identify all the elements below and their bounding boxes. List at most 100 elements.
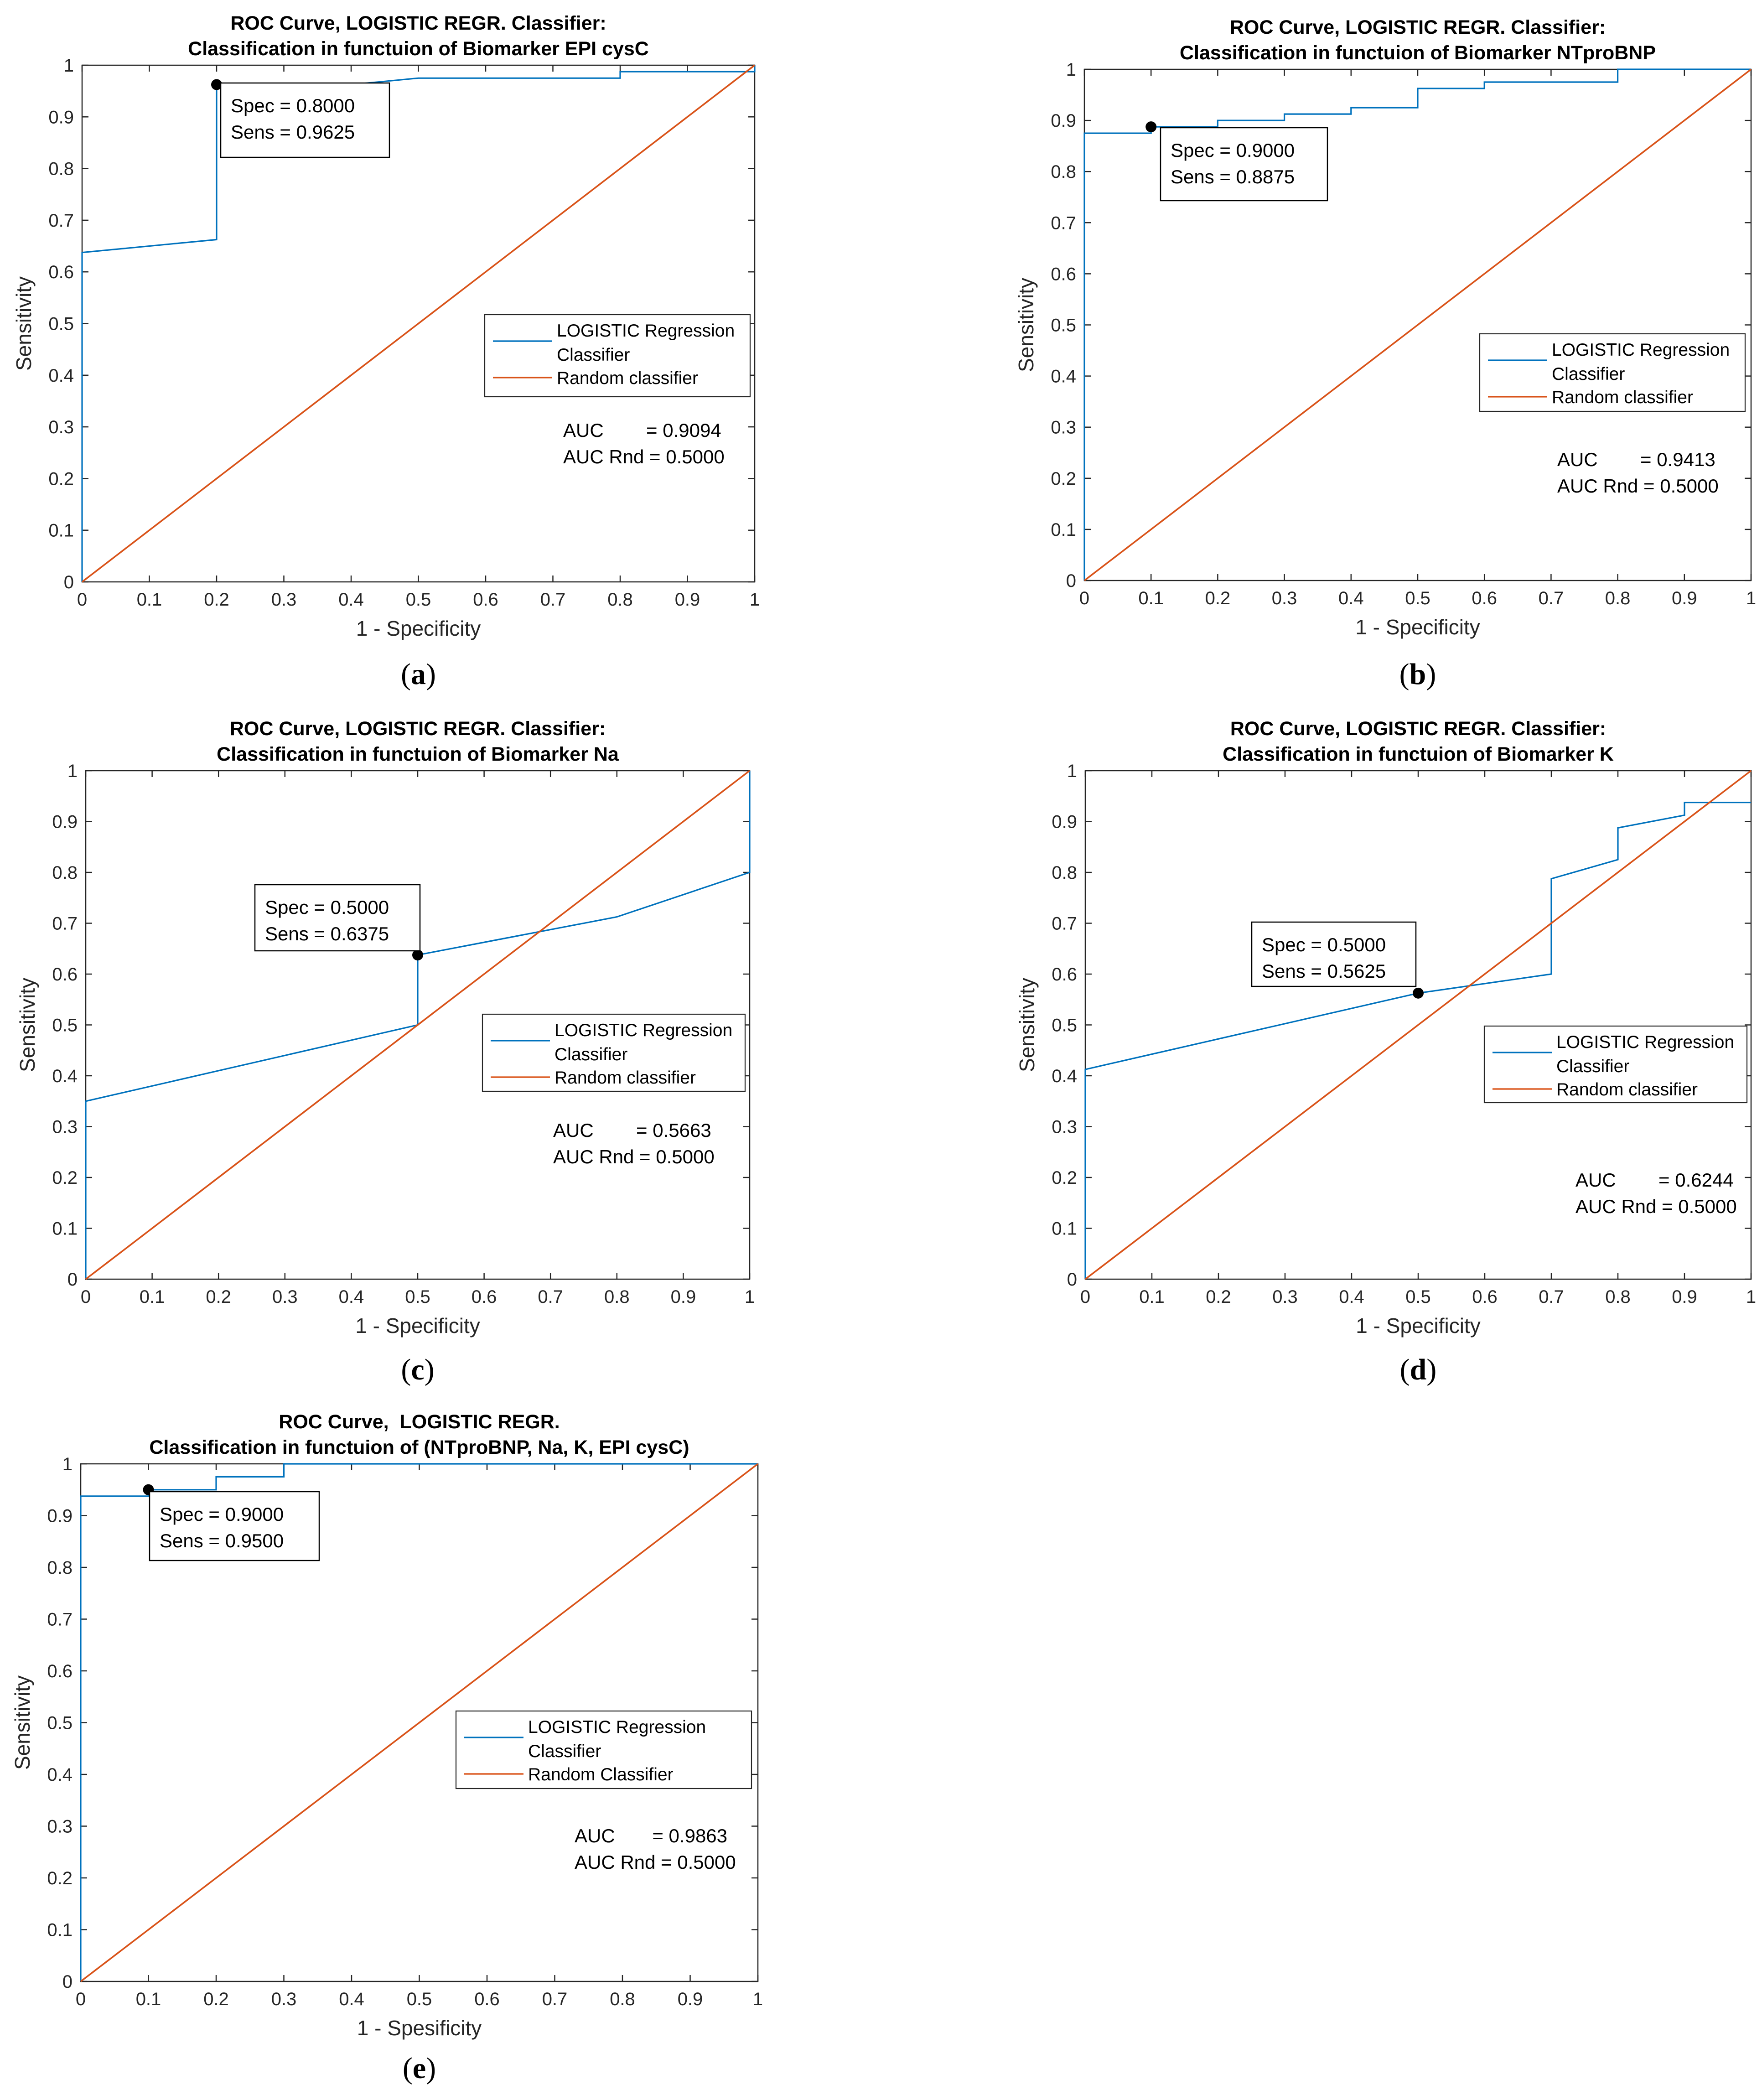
y-tick-label: 0.1 xyxy=(48,521,74,541)
y-tick-label: 0.1 xyxy=(47,1920,73,1940)
legend-label-random: Random Classifier xyxy=(528,1765,674,1784)
y-tick-label: 0.9 xyxy=(1051,111,1076,131)
y-tick-label: 0.9 xyxy=(48,107,74,127)
annotation-spec: Spec = 0.8000 xyxy=(231,95,355,116)
x-tick-label: 0.1 xyxy=(137,590,162,610)
caption-close: ) xyxy=(426,2052,436,2085)
annotation-spec: Spec = 0.9000 xyxy=(160,1504,284,1525)
x-tick-label: 0.2 xyxy=(1205,588,1231,608)
y-tick-label: 0.8 xyxy=(47,1558,73,1578)
caption-open: ( xyxy=(403,2052,413,2085)
chart-title-line-2: Classification in functuion of (NTproBNP… xyxy=(149,1436,689,1458)
y-tick-label: 0.2 xyxy=(1052,1168,1077,1188)
random-classifier-line xyxy=(81,64,756,583)
y-tick-label: 0 xyxy=(67,1270,78,1290)
chart-title-line-2: Classification in functuion of Biomarker… xyxy=(188,38,649,60)
x-tick-label: 0.6 xyxy=(1472,588,1497,608)
random-classifier-line xyxy=(85,770,751,1280)
y-tick-label: 0.6 xyxy=(47,1661,73,1681)
y-tick-label: 0.1 xyxy=(1052,1219,1077,1239)
y-tick-label: 1 xyxy=(62,1454,73,1474)
y-axis-label: Sensitivity xyxy=(1015,978,1039,1072)
optimal-point-marker xyxy=(412,949,423,961)
legend-label-roc-line-2: Classifier xyxy=(557,345,630,365)
legend-label-random: Random classifier xyxy=(1552,388,1693,407)
y-tick-label: 0.8 xyxy=(1052,863,1077,883)
chart-title-line-1: ROC Curve, LOGISTIC REGR. xyxy=(279,1411,560,1433)
x-axis-label: 1 - Specificity xyxy=(355,1314,480,1338)
y-axis-label: Sensitivity xyxy=(10,1675,34,1770)
optimal-point-marker xyxy=(1145,121,1157,133)
legend-label-random: Random classifier xyxy=(557,368,698,388)
caption-letter: c xyxy=(411,1353,424,1386)
x-tick-label: 0.5 xyxy=(406,590,431,610)
y-tick-label: 0.3 xyxy=(52,1117,78,1137)
x-axis-label: 1 - Specificity xyxy=(1356,1314,1481,1338)
spec-sens-annotation: Spec = 0.8000 Sens = 0.9625 xyxy=(220,82,390,158)
x-tick-label: 0.2 xyxy=(1206,1287,1231,1307)
x-tick-label: 0.9 xyxy=(678,1989,703,2009)
caption-close: ) xyxy=(1426,658,1436,691)
y-tick-label: 1 xyxy=(1066,60,1076,80)
y-tick-label: 0.5 xyxy=(1051,316,1076,336)
legend-label-roc: LOGISTIC Regression Classifier xyxy=(1556,1032,1734,1076)
annotation-sens: Sens = 0.9500 xyxy=(160,1530,284,1551)
legend: LOGISTIC Regression Classifier Random clas… xyxy=(1479,333,1746,412)
random-classifier-line xyxy=(1084,770,1752,1280)
x-tick-label: 0.9 xyxy=(671,1287,696,1307)
spec-sens-annotation: Spec = 0.9000 Sens = 0.8875 xyxy=(1160,127,1328,202)
y-tick-label: 0.2 xyxy=(48,469,74,489)
y-tick-label: 0.8 xyxy=(52,863,78,883)
y-axis-label: Sensitivity xyxy=(12,276,36,371)
legend-label-roc: LOGISTIC Regression Classifier xyxy=(555,1021,732,1064)
auc-value: AUC = 0.5663 xyxy=(553,1120,711,1141)
x-axis-label: 1 - Specificity xyxy=(356,617,481,640)
auc-value: AUC = 0.9863 xyxy=(575,1825,727,1846)
x-tick-label: 0.5 xyxy=(1405,588,1430,608)
y-tick-label: 0.6 xyxy=(48,262,74,282)
x-tick-label: 0.1 xyxy=(140,1287,165,1307)
x-tick-label: 0.4 xyxy=(338,590,364,610)
chart-title-line-1: ROC Curve, LOGISTIC REGR. Classifier: xyxy=(1230,16,1606,38)
y-tick-label: 0.1 xyxy=(52,1219,78,1239)
x-tick-label: 1 xyxy=(753,1989,763,2009)
chart-title-line-2: Classification in functuion of Biomarker… xyxy=(217,743,619,765)
x-tick-label: 0.4 xyxy=(339,1287,364,1307)
x-tick-label: 1 xyxy=(750,590,760,610)
auc-random-value: AUC Rnd = 0.5000 xyxy=(1557,475,1719,497)
x-tick-label: 0.3 xyxy=(1272,1287,1298,1307)
legend-label-roc-line-2: Classifier xyxy=(1552,364,1625,384)
annotation-sens: Sens = 0.9625 xyxy=(231,121,355,143)
y-tick-label: 0.9 xyxy=(1052,812,1077,832)
y-tick-label: 0.7 xyxy=(1051,213,1076,233)
spec-sens-annotation: Spec = 0.5000 Sens = 0.6375 xyxy=(254,884,421,952)
x-tick-label: 0.9 xyxy=(675,590,700,610)
chart-title-line-1: ROC Curve, LOGISTIC REGR. Classifier: xyxy=(230,718,606,740)
spec-sens-annotation: Spec = 0.9000 Sens = 0.9500 xyxy=(149,1491,320,1561)
ticks: 0 0.1 0.2 0.3 0.4 0.5 0.6 0.7 0.8 0.9 1 0 0.1 0.2 0.3 0… xyxy=(47,1454,763,2009)
legend-label-roc: LOGISTIC Regression Classifier xyxy=(528,1717,706,1761)
x-tick-label: 0.4 xyxy=(1338,588,1364,608)
random-classifier-line xyxy=(1083,68,1752,581)
y-tick-label: 0.2 xyxy=(1051,469,1076,489)
x-axis-label: 1 - Specificity xyxy=(1355,615,1480,639)
y-tick-label: 0 xyxy=(64,572,74,592)
x-tick-label: 0.3 xyxy=(271,1989,297,2009)
legend-label-roc: LOGISTIC Regression Classifier xyxy=(1552,340,1730,384)
x-tick-label: 0.8 xyxy=(604,1287,630,1307)
random-classifier-line xyxy=(80,1463,759,1982)
caption-open: ( xyxy=(401,658,411,691)
chart-title-line-1: ROC Curve, LOGISTIC REGR. Classifier: xyxy=(1230,718,1606,740)
y-tick-label: 0.4 xyxy=(47,1765,73,1785)
x-tick-label: 0.5 xyxy=(407,1989,432,2009)
y-tick-label: 0.7 xyxy=(47,1610,73,1630)
y-tick-label: 0.1 xyxy=(1051,520,1076,540)
x-tick-label: 0.3 xyxy=(271,590,297,610)
y-tick-label: 0.6 xyxy=(1051,264,1076,284)
auc-random-value: AUC Rnd = 0.5000 xyxy=(575,1851,736,1873)
x-tick-label: 0.4 xyxy=(1339,1287,1364,1307)
x-tick-label: 0 xyxy=(76,1989,86,2009)
x-tick-label: 0.1 xyxy=(136,1989,161,2009)
x-tick-label: 0.7 xyxy=(542,1989,568,2009)
